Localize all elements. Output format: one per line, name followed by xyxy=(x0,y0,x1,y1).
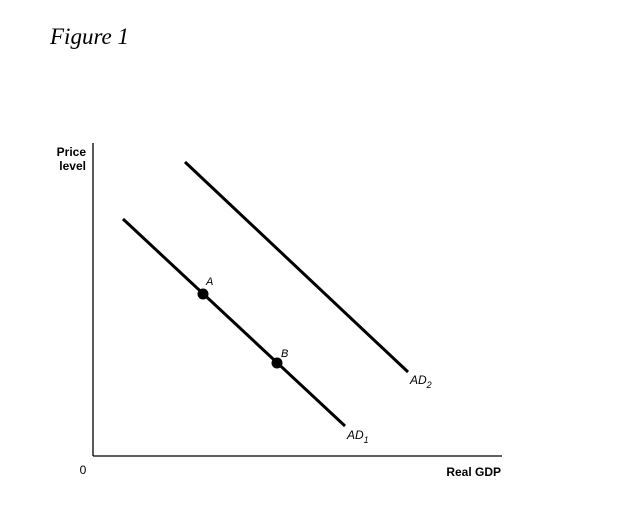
y-axis-label-line1: Price xyxy=(57,145,87,159)
ad1-label-main: AD xyxy=(346,428,364,442)
y-axis-label-line2: level xyxy=(59,159,86,173)
ad1-label-sub: 1 xyxy=(364,435,369,445)
ad1-label: AD1 xyxy=(346,428,369,445)
point-b xyxy=(271,357,283,369)
ad2-curve xyxy=(183,160,410,374)
x-axis-label: Real GDP xyxy=(446,465,501,479)
ad2-label: AD2 xyxy=(409,373,432,390)
ad1-curve xyxy=(121,217,347,428)
point-b-label: B xyxy=(281,348,288,360)
ad2-label-sub: 2 xyxy=(426,380,432,390)
ad2-label-main: AD xyxy=(409,373,427,387)
point-a xyxy=(197,288,209,300)
point-a-label: A xyxy=(205,276,213,288)
figure-title: Figure 1 xyxy=(50,24,129,49)
origin-label: 0 xyxy=(80,463,87,477)
